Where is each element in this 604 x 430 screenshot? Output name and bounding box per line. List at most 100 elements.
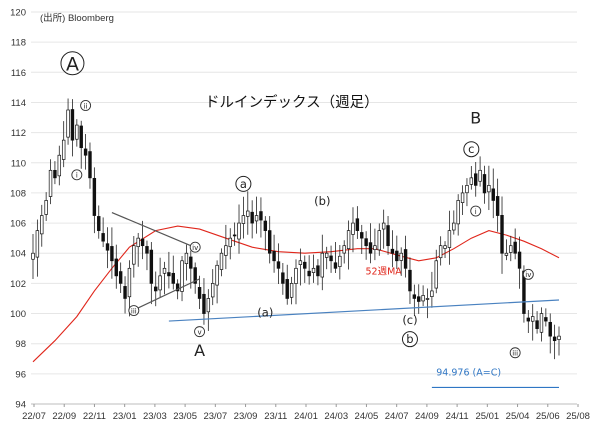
- candle-body: [452, 222, 456, 231]
- candle-body: [539, 313, 544, 333]
- wave-circle: [235, 175, 252, 192]
- candle-body: [465, 185, 469, 194]
- candle-body: [552, 336, 557, 342]
- candle-body: [403, 249, 408, 269]
- wave-circle: [71, 169, 83, 181]
- y-tick-label: 108: [10, 188, 26, 199]
- wave-circle: [522, 268, 534, 280]
- candle-body: [140, 238, 145, 247]
- candle-body: [276, 261, 281, 269]
- candle-body: [421, 295, 425, 302]
- wave-label: iii: [512, 350, 518, 358]
- y-tick-label: 98: [15, 339, 26, 350]
- candle-body: [31, 252, 35, 260]
- candle-body: [530, 316, 535, 322]
- candle-body: [232, 234, 237, 237]
- candle-body: [92, 177, 97, 216]
- candle-body: [167, 272, 171, 277]
- candle-body: [544, 317, 548, 322]
- x-axis-ticks: 22/07 22/09 22/11 23/01 23/03 23/05 23/07 23/09…: [22, 404, 590, 422]
- y-tick-label: 110: [11, 158, 26, 169]
- candle-body: [246, 210, 250, 217]
- candle-body: [35, 230, 40, 258]
- moving-average-label: 52週MA: [366, 265, 403, 277]
- candle-body: [241, 215, 246, 224]
- candle-body: [487, 185, 491, 193]
- candle-body: [79, 125, 83, 149]
- trendline: [168, 299, 560, 322]
- candle-body: [329, 255, 333, 262]
- candle-body: [495, 196, 500, 216]
- candle-body: [40, 215, 44, 235]
- y-tick-label: 102: [10, 279, 26, 290]
- candle-body: [557, 335, 561, 340]
- wave-label: (a): [257, 306, 273, 320]
- candle-body: [443, 245, 447, 249]
- candle-body: [158, 275, 162, 291]
- candle-body: [342, 245, 346, 254]
- y-tick-label: 96: [15, 369, 26, 380]
- candle-body: [303, 261, 307, 269]
- candle-body: [267, 230, 272, 254]
- candle-body: [162, 267, 167, 274]
- trendline-layer: [111, 211, 560, 389]
- candle-body: [88, 151, 92, 179]
- candle-body: [149, 249, 154, 284]
- candle-body: [377, 230, 381, 251]
- x-tick-label: 25/01: [475, 411, 499, 422]
- candle-body: [364, 238, 368, 247]
- candle-body: [434, 260, 438, 289]
- wave-label: a: [240, 177, 247, 191]
- candle-body: [355, 218, 360, 231]
- candle-body: [75, 124, 79, 140]
- candle-body: [320, 252, 325, 278]
- candle-body: [281, 272, 285, 284]
- candle-body: [180, 260, 184, 292]
- wave-circle: [80, 100, 92, 111]
- y-axis-ticks: 94 96 98 100 102 104 106 108 110 112 114 116 118 120: [10, 8, 26, 411]
- grid-lines: [31, 11, 577, 405]
- candle-body: [412, 294, 417, 299]
- x-tick-label: 23/11: [264, 411, 287, 422]
- candle-body: [346, 230, 351, 249]
- candle-body: [101, 233, 105, 242]
- wave-circle: [60, 51, 85, 76]
- wave-label: (c): [402, 313, 417, 327]
- y-tick-label: 120: [10, 8, 26, 19]
- wave-label: v: [197, 328, 201, 336]
- wave-label: i: [475, 208, 477, 216]
- candle-body: [425, 298, 430, 300]
- candle-body: [259, 211, 263, 221]
- x-tick-label: 24/07: [385, 411, 409, 422]
- candle-body: [368, 242, 373, 254]
- candle-body: [316, 265, 320, 277]
- candle-body: [548, 321, 552, 337]
- candle-body: [408, 269, 412, 292]
- x-tick-label: 24/09: [415, 411, 439, 422]
- candle-body: [184, 252, 189, 265]
- candle-body: [513, 241, 517, 254]
- y-tick-label: 112: [11, 128, 26, 139]
- wave-circle: [194, 326, 206, 338]
- wave-label: iii: [131, 307, 137, 315]
- chart-title: ドルインデックス（週足）: [205, 93, 379, 111]
- y-tick-label: 106: [10, 219, 26, 230]
- candle-body: [360, 232, 364, 239]
- candle-body: [311, 267, 316, 273]
- candle-body: [57, 154, 62, 177]
- candle-body: [289, 283, 294, 298]
- candle-body: [206, 298, 211, 313]
- x-tick-label: 23/05: [173, 411, 197, 422]
- candle-body: [189, 256, 193, 269]
- candle-body: [114, 258, 118, 277]
- wave-label: B: [470, 109, 481, 128]
- candle-body: [500, 215, 504, 254]
- candle-body: [48, 169, 53, 197]
- wave-circle: [509, 347, 521, 359]
- candle-body: [123, 286, 127, 299]
- candle-body: [298, 260, 303, 265]
- candle-body: [478, 169, 482, 182]
- candle-body: [175, 283, 180, 292]
- candle-body: [324, 252, 329, 258]
